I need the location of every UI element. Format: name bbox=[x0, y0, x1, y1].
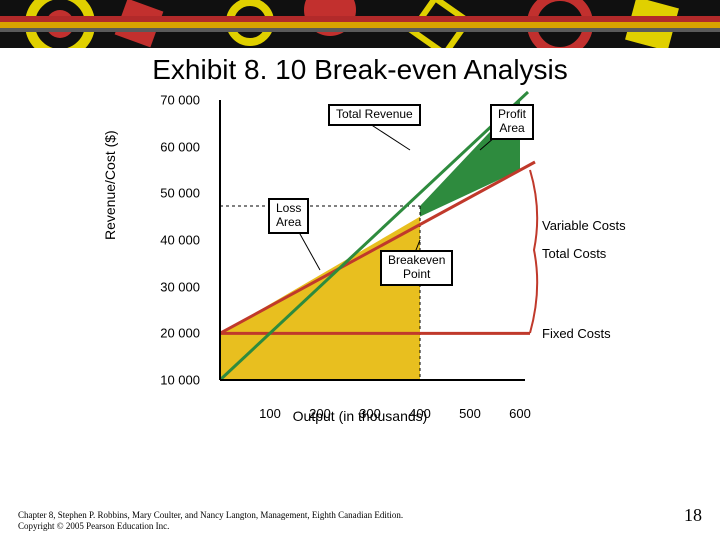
breakeven-point-label: BreakevenPoint bbox=[380, 250, 453, 286]
footer: Chapter 8, Stephen P. Robbins, Mary Coul… bbox=[18, 510, 702, 532]
page-title: Exhibit 8. 10 Break-even Analysis bbox=[0, 54, 720, 86]
ytick-70000: 70 000 bbox=[120, 93, 200, 108]
loss-area-label: LossArea bbox=[268, 198, 309, 234]
breakeven-chart: 70 000 60 000 50 000 40 000 30 000 20 00… bbox=[110, 90, 610, 430]
variable-cost-brace bbox=[530, 170, 537, 333]
ytick-10000: 10 000 bbox=[120, 373, 200, 388]
decorative-banner bbox=[0, 0, 720, 48]
profit-area-label: ProfitArea bbox=[490, 104, 534, 140]
ytick-40000: 40 000 bbox=[120, 233, 200, 248]
variable-costs-label: Variable Costs bbox=[542, 218, 626, 233]
footer-line1: Chapter 8, Stephen P. Robbins, Mary Coul… bbox=[18, 510, 578, 521]
ytick-60000: 60 000 bbox=[120, 139, 200, 154]
x-axis-label-row: Output (in thousands) bbox=[110, 408, 610, 426]
total-revenue-label: Total Revenue bbox=[328, 104, 421, 126]
x-axis-label: Output (in thousands) bbox=[293, 408, 428, 424]
ytick-50000: 50 000 bbox=[120, 186, 200, 201]
footer-line2: Copyright © 2005 Pearson Education Inc. bbox=[18, 521, 578, 532]
y-axis-label: Revenue/Cost ($) bbox=[102, 130, 118, 240]
ytick-30000: 30 000 bbox=[120, 279, 200, 294]
total-costs-label: Total Costs bbox=[542, 246, 606, 261]
leader-revenue bbox=[370, 124, 410, 150]
fixed-costs-label: Fixed Costs bbox=[542, 326, 611, 341]
footer-citation: Chapter 8, Stephen P. Robbins, Mary Coul… bbox=[18, 510, 578, 532]
page-number: 18 bbox=[684, 505, 702, 526]
ytick-20000: 20 000 bbox=[120, 326, 200, 341]
